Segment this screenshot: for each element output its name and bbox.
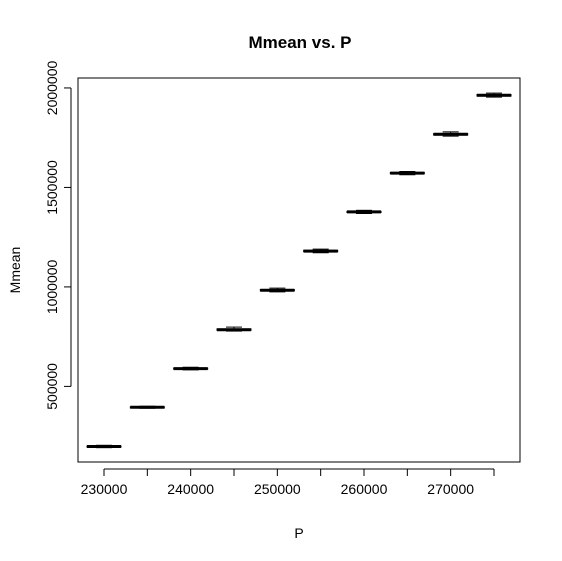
box-6 <box>346 209 382 214</box>
y-tick-label: 1000000 <box>44 259 60 314</box>
box-4 <box>259 287 295 293</box>
chart-title: Mmean vs. P <box>249 33 352 52</box>
y-tick-label: 1500000 <box>44 160 60 215</box>
y-tick-label: 2000000 <box>44 60 60 115</box>
box-7 <box>389 171 425 176</box>
x-tick-label: 240000 <box>167 481 214 497</box>
y-axis-label: Mmean <box>7 247 23 294</box>
x-tick-label: 230000 <box>81 481 128 497</box>
box-8 <box>433 131 469 137</box>
plot-frame <box>77 77 521 463</box>
y-tick-label: 500000 <box>44 363 60 410</box>
x-axis-label: P <box>294 525 303 541</box>
box-0 <box>86 444 122 449</box>
y-axis: 500000 1000000 1500000 2000000 <box>44 60 72 410</box>
x-axis: 230000 240000 250000 260000 270000 <box>81 468 495 497</box>
box-9 <box>476 92 512 98</box>
boxes-layer <box>86 92 512 449</box>
x-tick-label: 270000 <box>427 481 474 497</box>
x-tick-label: 260000 <box>341 481 388 497</box>
box-5 <box>303 248 339 254</box>
box-2 <box>173 366 209 371</box>
box-1 <box>129 405 165 409</box>
x-tick-label: 250000 <box>254 481 301 497</box>
box-3 <box>216 326 252 332</box>
